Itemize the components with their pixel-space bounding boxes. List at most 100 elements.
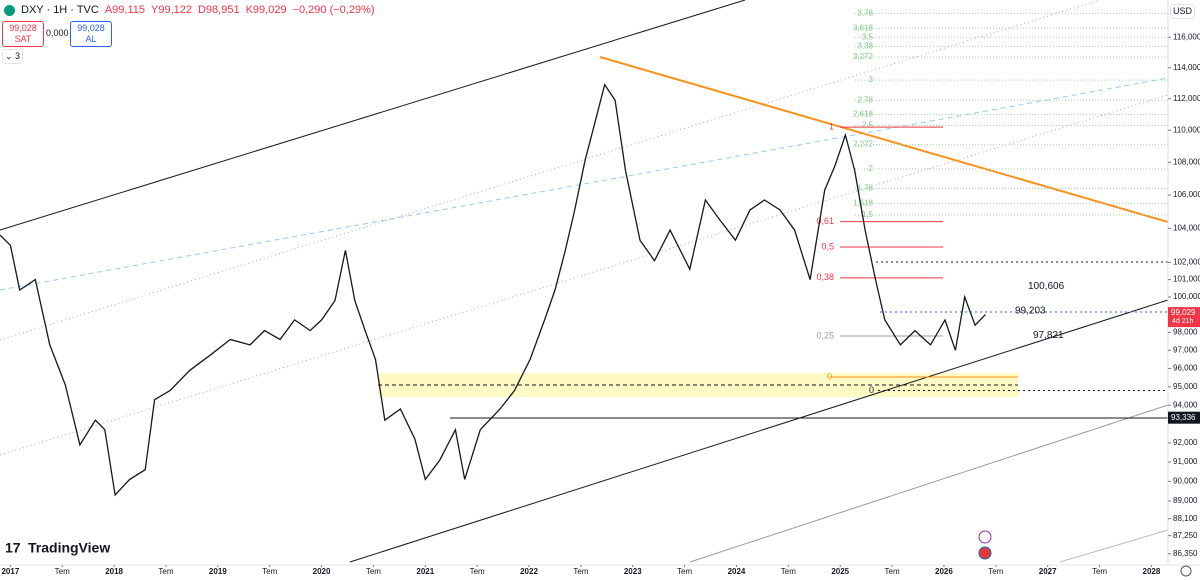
channel-dotted bbox=[0, 94, 1169, 456]
x-tick-label: Tem bbox=[885, 567, 900, 576]
y-tick-label: 102,000 bbox=[1173, 257, 1200, 266]
y-tick-label: 97,000 bbox=[1173, 345, 1198, 354]
x-tick-label: Tem bbox=[781, 567, 796, 576]
x-tick-label: 2023 bbox=[624, 567, 642, 576]
x-tick-label: Tem bbox=[262, 567, 277, 576]
channel-dotted bbox=[0, 0, 1101, 341]
y-tick-label: 116,000 bbox=[1173, 32, 1200, 41]
x-tick-label: 2021 bbox=[416, 567, 434, 576]
fib-extension-label: 2,272 bbox=[853, 140, 874, 149]
indicators-toggle[interactable]: ⌄ 3 bbox=[2, 49, 24, 64]
y-tick-label: 110,000 bbox=[1173, 125, 1200, 134]
y-tick-label: 86,350 bbox=[1173, 549, 1198, 558]
level-tag bbox=[1168, 411, 1200, 424]
y-tick-label: 104,000 bbox=[1173, 223, 1200, 232]
y-tick-label: 90,000 bbox=[1173, 476, 1198, 485]
fib-extension-label: 2,618 bbox=[853, 110, 874, 119]
x-tick-label: 2019 bbox=[209, 567, 227, 576]
buy-price: 99,028 bbox=[77, 23, 105, 33]
x-tick-label: 2027 bbox=[1039, 567, 1057, 576]
high: Y99,122 bbox=[151, 4, 192, 16]
x-tick-label: Tem bbox=[677, 567, 692, 576]
x-tick-label: Tem bbox=[573, 567, 588, 576]
spread: 0,000 bbox=[46, 28, 69, 38]
fib-level-label: 0,25 bbox=[816, 330, 834, 340]
x-tick-label: Tem bbox=[470, 567, 485, 576]
fib-extension-label: 1,78 bbox=[857, 184, 873, 193]
y-tick-label: 89,000 bbox=[1173, 496, 1198, 505]
fib-extension-label: 3 bbox=[869, 75, 874, 84]
fib-level-label: 0,61 bbox=[816, 216, 834, 226]
price-line bbox=[0, 83, 986, 497]
y-tick-label: 98,000 bbox=[1173, 327, 1198, 336]
channel-lower-2 bbox=[689, 404, 1169, 563]
indicator-count: 3 bbox=[15, 51, 21, 61]
y-tick-label: 91,000 bbox=[1173, 457, 1198, 466]
price-tag bbox=[1168, 307, 1200, 328]
x-tick-label: 2024 bbox=[728, 567, 746, 576]
fib-extension-label: 3,618 bbox=[853, 23, 874, 32]
y-tick-label: 114,000 bbox=[1173, 63, 1200, 72]
y-tick-label: 95,000 bbox=[1173, 382, 1198, 391]
y-tick-label: 101,000 bbox=[1173, 275, 1200, 284]
channel-lower bbox=[349, 299, 1169, 563]
channel-lower-3 bbox=[1059, 529, 1169, 563]
x-tick-label: 2020 bbox=[313, 567, 331, 576]
x-tick-label: 2028 bbox=[1143, 567, 1161, 576]
fib-extension-label: 2,78 bbox=[857, 95, 873, 104]
event-icon[interactable] bbox=[978, 530, 992, 544]
y-tick-label: 100,000 bbox=[1173, 292, 1200, 301]
fib-extension-label: 3,38 bbox=[857, 41, 873, 50]
event-icon[interactable] bbox=[978, 546, 992, 560]
fib-extension-label: 1,618 bbox=[853, 198, 874, 207]
price-tag-label: 99,029 bbox=[1171, 308, 1196, 317]
x-tick-label: Tem bbox=[988, 567, 1003, 576]
fib-level-label: 1 bbox=[829, 121, 834, 131]
trendline bbox=[599, 56, 1169, 223]
price-tag-countdown: 4d 21h bbox=[1172, 318, 1194, 325]
y-tick-label: 106,000 bbox=[1173, 190, 1200, 199]
fib-extension-label: 3,5 bbox=[862, 32, 874, 41]
zone-label: 0 bbox=[827, 371, 832, 381]
brand: TradingView bbox=[28, 540, 110, 556]
fib-extension-label: 2 bbox=[869, 164, 874, 173]
fib-extension-label: 3,272 bbox=[853, 52, 874, 61]
buy-button[interactable]: 99,028 AL bbox=[70, 21, 112, 47]
x-tick-label: Tem bbox=[158, 567, 173, 576]
x-tick-label: 2022 bbox=[520, 567, 538, 576]
low: D98,951 bbox=[198, 4, 240, 16]
close: K99,029 bbox=[245, 4, 287, 16]
sell-button[interactable]: 99,028 SAT bbox=[2, 21, 44, 47]
fib-extension-label: 2,5 bbox=[862, 121, 874, 130]
fib-extension-label: 3,78 bbox=[857, 8, 873, 17]
settings-icon[interactable] bbox=[1180, 565, 1192, 577]
y-tick-label: 94,000 bbox=[1173, 400, 1198, 409]
x-tick-label: 2018 bbox=[105, 567, 123, 576]
channel-mid bbox=[0, 77, 1169, 291]
level-tag-label: 93,336 bbox=[1171, 413, 1196, 422]
open: A99,115 bbox=[104, 4, 146, 16]
sell-label: SAT bbox=[14, 34, 32, 44]
currency[interactable]: USD bbox=[1170, 4, 1196, 19]
symbol-header: DXY · 1H · TVC A99,115 Y99,122 D98,951 K… bbox=[4, 4, 375, 16]
x-tick-label: Tem bbox=[1092, 567, 1107, 576]
y-tick-label: 87,250 bbox=[1173, 531, 1198, 540]
level-annotation: 99,203 bbox=[1015, 306, 1046, 317]
x-tick-label: Tem bbox=[366, 567, 381, 576]
fib-level-label: 0,5 bbox=[821, 241, 834, 251]
channel-upper bbox=[0, 0, 746, 231]
change: −0,290 (−0,29%) bbox=[292, 4, 375, 16]
y-tick-label: 96,000 bbox=[1173, 364, 1198, 373]
buy-label: AL bbox=[85, 34, 97, 44]
fib-level-label: 0 bbox=[869, 385, 874, 395]
symbol-icon bbox=[4, 4, 15, 16]
x-tick-label: 2026 bbox=[935, 567, 953, 576]
brand-logo: 17 bbox=[5, 540, 21, 556]
symbol[interactable]: DXY · 1H · TVC bbox=[21, 4, 99, 16]
x-tick-label: 2017 bbox=[1, 567, 19, 576]
x-tick-label: 2025 bbox=[831, 567, 849, 576]
sell-price: 99,028 bbox=[9, 23, 37, 33]
y-tick-label: 92,000 bbox=[1173, 438, 1198, 447]
